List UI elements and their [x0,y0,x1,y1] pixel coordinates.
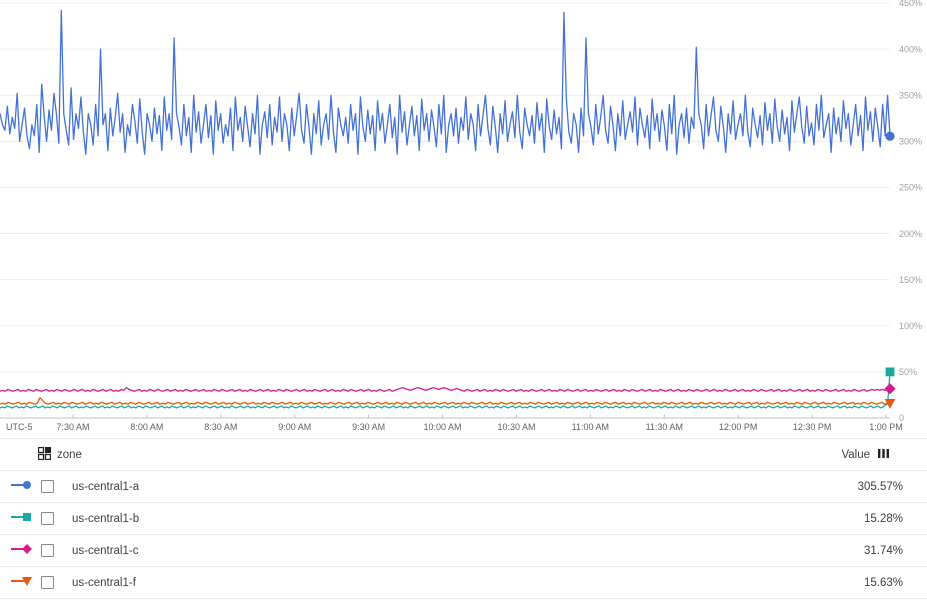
series-marker-square-icon [0,510,36,527]
legend-body: us-central1-a 305.57% us-central1-b 15.28% u… [0,470,927,599]
end-marker-us-central1-b [885,367,895,377]
x-tick-label: 9:30 AM [352,422,385,432]
legend-checkbox-cell [36,470,58,503]
y-tick-label: 400% [899,44,922,54]
series-checkbox-us-central1-a[interactable] [40,480,54,493]
header-label-value: Value [841,448,870,461]
time-series-plot[interactable]: 0 50% 100% 150% 200% 250% 300% 350% 400% 450% UTC… [0,0,927,438]
series-marker-diamond-icon [0,542,36,559]
legend-zone-cell: us-central1-a [58,470,807,503]
zone-label: us-central1-b [72,512,140,525]
series-checkbox-us-central1-b[interactable] [40,512,54,525]
legend-zone-cell: us-central1-b [58,502,807,535]
legend-row[interactable]: us-central1-a 305.57% [0,470,927,503]
legend-value-cell: 15.28% [807,502,927,535]
header-cell-value[interactable]: Value [807,438,927,471]
series-lines [0,9,891,409]
y-tick-label: 250% [899,183,922,193]
x-tick-label: 8:30 AM [204,422,237,432]
x-tick-label: 12:00 PM [719,422,758,432]
zone-label: us-central1-f [72,576,136,589]
y-tick-label: 450% [899,0,922,8]
x-tick-label: 10:30 AM [497,422,535,432]
header-label-zone: zone [57,448,82,461]
bar-chart-icon [878,448,889,461]
series-line-us-central1-a [0,9,891,155]
y-tick-label: 200% [899,229,922,239]
y-tick-label: 100% [899,321,922,331]
series-end-markers [884,131,896,409]
y-tick-label: 300% [899,137,922,147]
legend-marker-cell [0,502,36,535]
legend-zone-cell: us-central1-c [58,534,807,567]
legend-marker-cell [0,470,36,503]
x-tick-label: 10:00 AM [424,422,462,432]
legend-header: zone Value [0,438,927,471]
legend-row[interactable]: us-central1-c 31.74% [0,534,927,567]
grid-icon [37,446,52,463]
end-marker-us-central1-f [884,398,896,409]
legend-checkbox-cell [36,502,58,535]
series-checkbox-us-central1-f[interactable] [40,576,54,589]
series-line-us-central1-f [0,397,891,405]
series-marker-circle-icon [0,478,36,495]
zone-label: us-central1-a [72,480,140,493]
series-line-us-central1-b [0,371,891,409]
x-axis: UTC-5 7:30 AM 8:00 AM 8:30 AM 9:00 AM 9:30 AM… [0,414,903,432]
y-tick-label: 0 [899,413,904,423]
legend-value-cell: 15.63% [807,566,927,599]
chart-panel: 0 50% 100% 150% 200% 250% 300% 350% 400% 450% UTC… [0,0,927,438]
y-tick-label: 150% [899,275,922,285]
x-tick-label: 11:30 AM [646,422,683,432]
end-marker-us-central1-c [884,383,896,395]
legend-marker-cell [0,534,36,567]
legend-row[interactable]: us-central1-b 15.28% [0,502,927,535]
legend-marker-cell [0,566,36,599]
legend-checkbox-cell [36,534,58,567]
legend-value-cell: 31.74% [807,534,927,567]
series-line-us-central1-c [0,386,891,392]
legend-checkbox-cell [36,566,58,599]
y-tick-label: 50% [899,367,917,377]
gridlines [0,2,890,419]
y-tick-label: 350% [899,90,922,100]
end-marker-us-central1-a [885,131,895,141]
zone-label: us-central1-c [72,544,139,557]
legend-header-row: zone Value [0,438,927,471]
series-marker-triangle-down-icon [0,574,36,591]
x-tick-label: 11:00 AM [572,422,609,432]
x-tick-label: 9:00 AM [278,422,311,432]
legend-value-cell: 305.57% [807,470,927,503]
x-tick-label: 7:30 AM [56,422,89,432]
x-tick-label: 1:00 PM [869,422,903,432]
y-axis-labels: 0 50% 100% 150% 200% 250% 300% 350% 400% 450% [899,0,922,423]
series-checkbox-us-central1-c[interactable] [40,544,54,557]
x-tick-label: 8:00 AM [130,422,163,432]
header-cell-zone[interactable]: zone [0,438,807,471]
timezone-label: UTC-5 [6,422,33,432]
x-tick-label: 12:30 PM [793,422,832,432]
legend-zone-cell: us-central1-f [58,566,807,599]
series-legend-table[interactable]: zone Value [0,438,927,599]
legend-row[interactable]: us-central1-f 15.63% [0,566,927,599]
